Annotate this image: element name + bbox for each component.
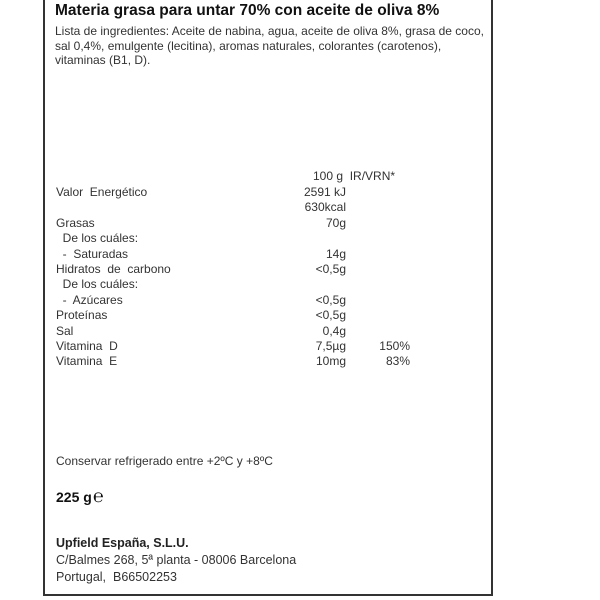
nutrient-label: Proteínas	[56, 308, 108, 323]
weight-value: 225 g	[56, 489, 92, 505]
per-100g-header: 100 g	[313, 169, 344, 183]
nutrient-value: 630kcal	[304, 200, 346, 215]
nutrition-header: 100 g IR/VRN*	[313, 169, 395, 183]
nutrient-label: - Saturadas	[56, 246, 129, 261]
ingredients-list: Lista de ingredientes: Aceite de nabina,…	[55, 24, 484, 67]
nutrient-label: Valor Energético	[56, 185, 148, 199]
nutrient-label: Sal	[56, 323, 74, 338]
nutrition-row: De los cuáles:	[56, 231, 416, 246]
nutrition-row: - Azúcares <0,5g	[56, 293, 416, 308]
nutrition-row: Grasas 70g	[56, 216, 416, 231]
nutrient-label: - Azúcares	[56, 292, 123, 307]
nutrient-value: <0,5g	[315, 292, 346, 307]
nutrient-label: Vitamina E	[56, 354, 118, 369]
nutrition-row: Vitamina E 10mg 83%	[56, 354, 416, 369]
ir-vrn-header: IR/VRN*	[349, 169, 396, 183]
nutrition-row: De los cuáles:	[56, 277, 416, 292]
storage-instructions: Conservar refrigerado entre +2ºC y +8ºC	[56, 454, 273, 468]
label-border	[43, 0, 493, 596]
nutrient-value: 2591 kJ	[303, 185, 346, 199]
nutrition-row: Sal 0,4g	[56, 324, 416, 339]
nutrient-value: 14g	[325, 246, 346, 261]
nutrition-row: - Saturadas 14g	[56, 247, 416, 262]
nutrition-row: 630kcal	[56, 200, 416, 215]
product-title: Materia grasa para untar 70% con aceite …	[55, 2, 440, 19]
nutrient-label: Hidratos de carbono	[56, 262, 171, 276]
company-name: Upfield España, S.L.U.	[56, 536, 189, 550]
address-line-2: Portugal, B66502253	[56, 570, 177, 584]
nutrient-label: De los cuáles:	[56, 277, 139, 292]
net-weight: 225 g℮	[56, 486, 104, 507]
nutrition-row: Valor Energético 2591 kJ	[56, 185, 416, 200]
company-address: C/Balmes 268, 5ª planta - 08006 Barcelon…	[56, 552, 296, 586]
address-line-1: C/Balmes 268, 5ª planta - 08006 Barcelon…	[56, 553, 297, 567]
nutrition-row: Proteínas <0,5g	[56, 308, 416, 323]
nutrition-row: Vitamina D 7,5µg 150%	[56, 339, 416, 354]
nutrient-label: De los cuáles:	[56, 231, 139, 246]
estimated-sign-icon: ℮	[92, 486, 104, 506]
nutrient-label: Vitamina D	[56, 339, 118, 353]
nutrient-label: Grasas	[56, 215, 95, 230]
nutrition-row: Hidratos de carbono <0,5g	[56, 262, 416, 277]
nutrient-value: 70g	[325, 215, 346, 230]
nutrient-value: <0,5g	[315, 308, 346, 323]
nutrient-value: 10mg	[315, 354, 346, 369]
nutrient-percent: 83%	[385, 354, 410, 369]
nutrient-value: 7,5µg	[315, 339, 346, 353]
nutrient-value: 0,4g	[322, 323, 346, 338]
nutrient-percent: 150%	[379, 339, 410, 353]
nutrient-value: <0,5g	[315, 262, 346, 276]
